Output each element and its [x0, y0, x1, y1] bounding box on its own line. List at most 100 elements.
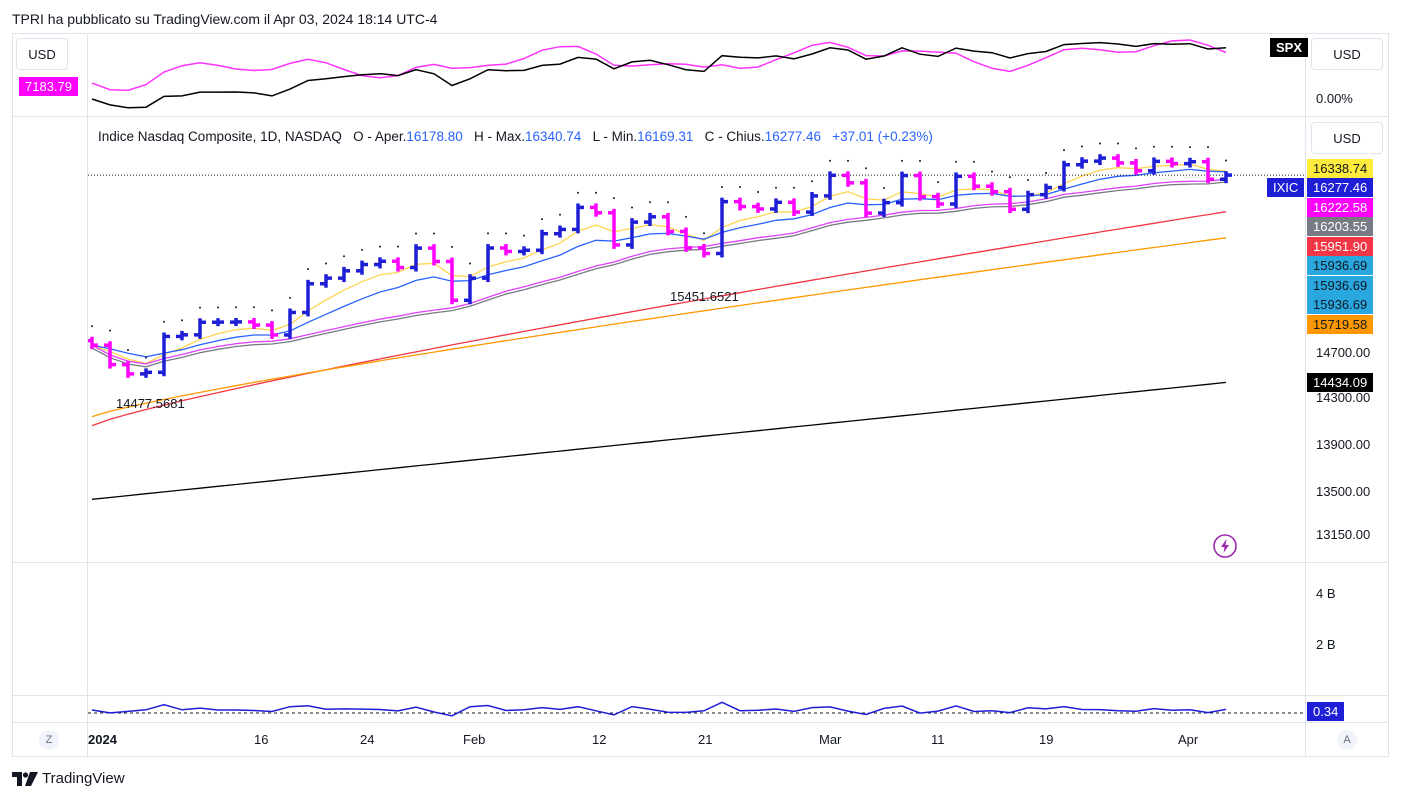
price-bar [752, 202, 764, 213]
sar-dot [127, 349, 129, 352]
sar-dot [163, 320, 165, 323]
sar-dot [109, 329, 111, 332]
price-bar [356, 260, 368, 275]
compare-pane-plot [91, 39, 1227, 109]
sar-dot [217, 306, 219, 309]
price-bar [500, 244, 512, 256]
symbol-badge-spx[interactable]: SPX [1270, 38, 1309, 57]
sar-dot [1009, 176, 1011, 179]
sar-dot [1117, 142, 1119, 145]
ma-line-magenta [91, 178, 1227, 365]
sar-dot [829, 159, 831, 162]
price-bar [770, 198, 782, 213]
sar-dot [451, 245, 453, 248]
sar-dot [1171, 145, 1173, 148]
sar-dot [1207, 146, 1209, 149]
time-label-apr: Apr [1178, 732, 1199, 747]
price-bar [968, 172, 980, 191]
price-bar [1166, 157, 1178, 168]
price-bar [536, 229, 548, 255]
ma-line-orange [91, 237, 1227, 418]
price-bar [1004, 187, 1016, 214]
sar-dot [1099, 142, 1101, 145]
sar-dot [793, 186, 795, 189]
price-tag: 16277.46 [1307, 178, 1374, 198]
compare-left-currency-button[interactable]: USD [16, 38, 68, 70]
price-tag: 15936.69 [1307, 275, 1374, 295]
price-bar [374, 257, 386, 269]
price-bar [338, 266, 350, 283]
main-price-plot [88, 142, 1305, 500]
axis-label-13900: 13900.00 [1316, 437, 1371, 452]
price-bar [464, 274, 476, 305]
price-bar [590, 203, 602, 217]
price-bar [878, 198, 890, 218]
left-scale-border [87, 34, 88, 756]
price-bar [392, 257, 404, 272]
price-tag: 15719.58 [1307, 314, 1374, 334]
time-label-mar: Mar [819, 732, 842, 747]
price-bar [572, 203, 584, 234]
compare-right-currency-button[interactable]: USD [1311, 38, 1383, 70]
legend-high-label: H - Max. [473, 129, 525, 144]
zoom-button[interactable]: Z [39, 730, 59, 750]
price-bar [176, 330, 188, 341]
ma-line-red [91, 211, 1227, 427]
axis-label-14700: 14700.00 [1316, 345, 1371, 360]
auto-scale-button[interactable]: A [1337, 730, 1357, 750]
legend-close-label: C - Chius. [704, 129, 765, 144]
symbol-tag-ixic[interactable]: IXIC [1267, 178, 1305, 197]
main-currency-button[interactable]: USD [1311, 122, 1383, 154]
price-bar [824, 171, 836, 200]
sar-dot [343, 255, 345, 258]
sar-dot [775, 186, 777, 189]
price-bar [230, 317, 242, 327]
price-bar [626, 218, 638, 249]
price-bar [248, 317, 260, 329]
ma-line-blue [91, 168, 1227, 358]
legend-symbol-name: Indice Nasdaq Composite, 1D, NASDAQ [98, 129, 342, 144]
price-bar [1094, 154, 1106, 166]
price-bar [842, 171, 854, 187]
price-bar [266, 321, 278, 339]
sar-dot [1081, 145, 1083, 148]
sar-dot [235, 306, 237, 309]
chart-frame [12, 33, 1389, 757]
price-bar [1112, 154, 1124, 167]
ma-line-yellow [91, 163, 1227, 365]
time-axis-divider [13, 722, 1388, 723]
price-bar [698, 243, 710, 258]
price-bar [122, 360, 134, 378]
compare-percent-label: 0.00% [1316, 91, 1353, 106]
annotation-high-value: 15451.6521 [670, 289, 739, 304]
price-bar [284, 308, 296, 339]
price-bar [140, 368, 152, 378]
volume-axis-label-4b: 4 B [1316, 586, 1336, 601]
volume-axis-label-2b: 2 B [1316, 637, 1336, 652]
sar-dot [613, 197, 615, 200]
legend-open-label: O - Aper. [353, 129, 407, 144]
sar-dot [685, 215, 687, 218]
sar-dot [739, 186, 741, 189]
time-label-24: 24 [360, 732, 375, 747]
tradingview-logo-icon [12, 771, 38, 786]
footer-branding[interactable]: TradingView [12, 770, 125, 787]
sar-dot [703, 232, 705, 235]
sar-dot [289, 296, 291, 299]
price-bar [1220, 171, 1232, 184]
axis-label-13150: 13150.00 [1316, 527, 1371, 542]
price-bar [158, 332, 170, 377]
sar-dot [631, 206, 633, 209]
lightning-icon[interactable] [1212, 533, 1238, 559]
axis-label-14300: 14300.00 [1316, 390, 1371, 405]
chart-legend: Indice Nasdaq Composite, 1D, NASDAQ O - … [98, 129, 933, 144]
sar-dot [649, 201, 651, 204]
price-bar [1202, 157, 1214, 184]
sar-dot [541, 218, 543, 221]
sar-dot [721, 186, 723, 189]
sar-dot [1135, 147, 1137, 150]
time-label-21: 21 [698, 732, 713, 747]
sar-dot [595, 191, 597, 194]
price-bar [1040, 183, 1052, 199]
sar-dot [955, 160, 957, 163]
